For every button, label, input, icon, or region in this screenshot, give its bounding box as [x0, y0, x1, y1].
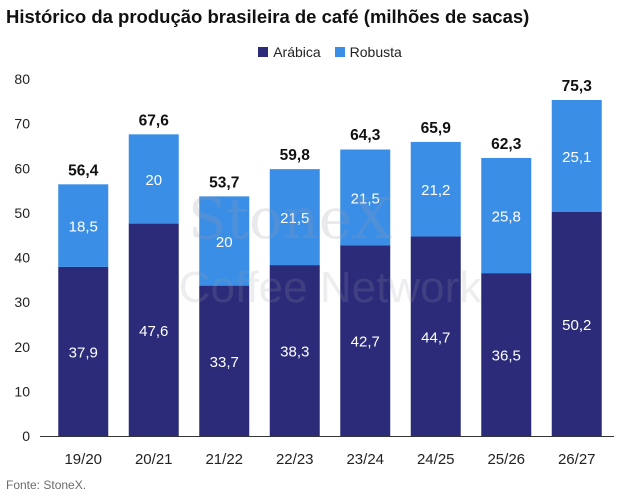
bar-robusta	[58, 184, 109, 267]
total-label: 64,3	[350, 127, 381, 144]
y-tick-label: 50	[14, 205, 30, 221]
bar-arabica	[128, 223, 179, 436]
y-tick-label: 70	[14, 116, 30, 132]
bar-robusta	[269, 169, 320, 266]
watermark-logo-text: StoneX	[188, 187, 392, 252]
bar-robusta	[340, 149, 391, 246]
x-tick-label: 23/24	[346, 451, 384, 468]
bar-robusta	[410, 141, 461, 237]
total-label: 67,6	[139, 112, 170, 129]
bar-arabica	[269, 265, 320, 436]
y-tick-label: 30	[14, 294, 30, 310]
y-tick-label: 10	[14, 383, 30, 399]
data-label-robusta: 21,5	[280, 210, 309, 227]
watermark-subtext: Coffee Network	[179, 263, 482, 312]
bar-robusta	[128, 134, 179, 224]
data-label-arabica: 47,6	[139, 323, 168, 340]
chart-title: Histórico da produção brasileira de café…	[6, 6, 530, 27]
data-label-arabica: 37,9	[69, 344, 98, 361]
data-label-arabica: 36,5	[492, 348, 521, 365]
data-label-robusta: 25,1	[562, 149, 591, 166]
y-tick-label: 60	[14, 160, 30, 176]
bar-arabica	[481, 273, 532, 436]
bar-robusta	[199, 196, 250, 286]
legend-label-robusta: Robusta	[349, 44, 402, 60]
bar-arabica	[551, 211, 602, 436]
total-label: 53,7	[209, 174, 239, 191]
bar-arabica	[410, 236, 461, 436]
bar-robusta	[551, 99, 602, 212]
legend-swatch-robusta	[334, 47, 345, 57]
data-label-robusta: 20	[145, 172, 162, 189]
bar-robusta	[481, 157, 532, 274]
x-tick-label: 19/20	[64, 451, 102, 468]
x-tick-label: 21/22	[205, 451, 243, 468]
x-tick-label: 20/21	[135, 451, 173, 468]
total-label: 75,3	[562, 78, 593, 95]
total-label: 65,9	[421, 120, 452, 137]
chart-legend: Arábica Robusta	[0, 44, 620, 60]
legend-item-robusta: Robusta	[334, 44, 402, 60]
bar-arabica	[340, 245, 391, 436]
y-tick-label: 80	[14, 71, 30, 87]
data-label-arabica: 50,2	[562, 317, 591, 334]
bar-arabica	[58, 266, 109, 436]
data-label-robusta: 18,5	[69, 219, 98, 236]
data-label-arabica: 42,7	[351, 334, 380, 351]
total-label: 62,3	[491, 136, 522, 153]
data-label-robusta: 25,8	[492, 209, 521, 226]
data-label-arabica: 38,3	[280, 344, 309, 361]
data-label-arabica: 44,7	[421, 329, 450, 346]
source-note: Fonte: StoneX.	[6, 478, 87, 492]
y-tick-label: 40	[14, 250, 30, 266]
legend-label-arabica: Arábica	[273, 44, 321, 60]
total-label: 56,4	[68, 162, 99, 179]
y-tick-label: 0	[22, 428, 30, 444]
bar-arabica	[199, 285, 250, 436]
legend-swatch-arabica	[258, 47, 269, 57]
x-tick-label: 25/26	[487, 451, 525, 468]
data-label-robusta: 21,5	[351, 190, 380, 207]
x-tick-label: 22/23	[276, 451, 314, 468]
y-tick-label: 20	[14, 339, 30, 355]
data-label-arabica: 33,7	[210, 354, 239, 371]
data-label-robusta: 20	[216, 234, 233, 251]
legend-item-arabica: Arábica	[258, 44, 321, 60]
x-tick-label: 24/25	[417, 451, 455, 468]
data-label-robusta: 21,2	[421, 182, 450, 199]
x-tick-label: 26/27	[558, 451, 596, 468]
total-label: 59,8	[280, 147, 311, 164]
